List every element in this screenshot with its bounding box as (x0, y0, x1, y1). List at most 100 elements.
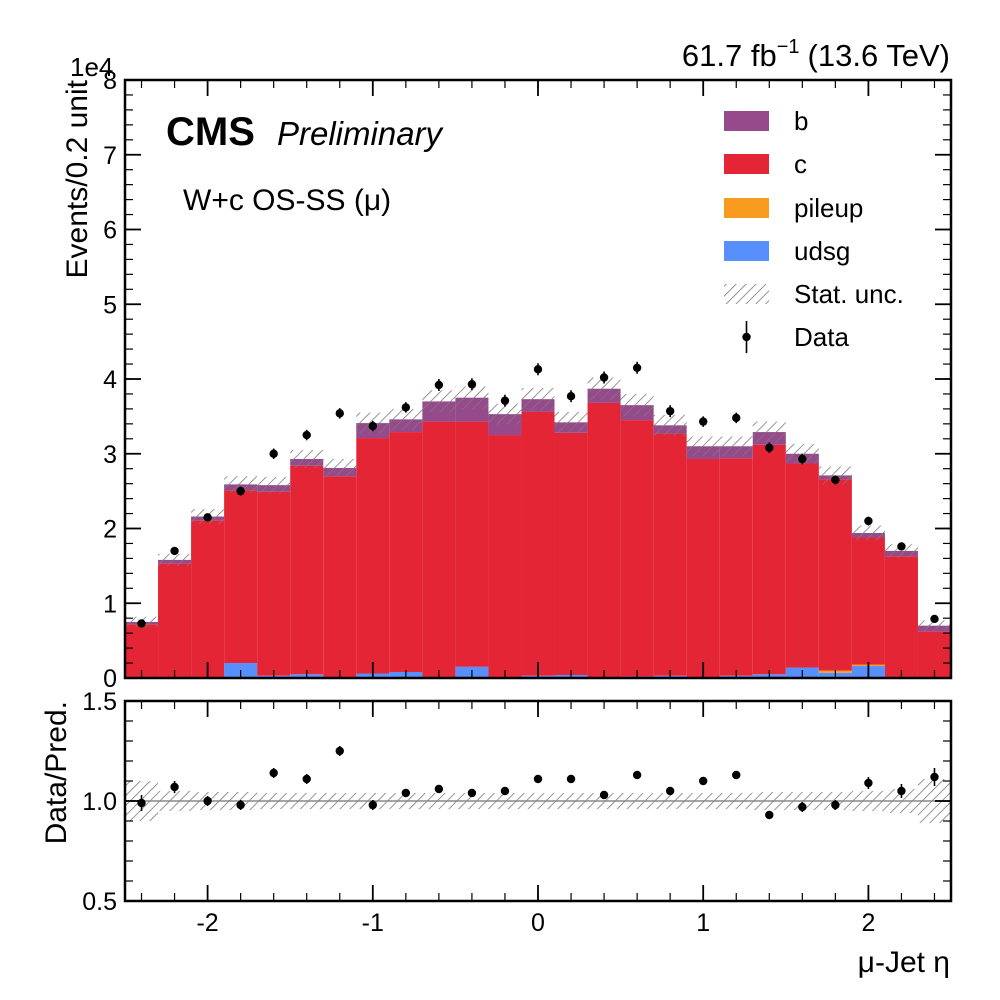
data-point (302, 430, 311, 440)
bar-c (653, 433, 687, 676)
ratio-point (368, 800, 377, 810)
bar-c (884, 556, 918, 678)
legend-label-udsg: udsg (794, 236, 850, 266)
ratio-point (170, 782, 179, 792)
data-point (599, 373, 609, 382)
ratio-point (137, 798, 146, 808)
legend-label-data: Data (794, 322, 849, 352)
ratio-panel: 0.5 1.0 1.5 -2 -1 0 1 2 Data/Pred. μ-Jet η (40, 688, 953, 979)
y-tick-label: 3 (103, 441, 117, 469)
ratio-point (732, 770, 741, 780)
ratio-point (335, 746, 344, 756)
bar-c (389, 432, 423, 673)
stat-unc-box (719, 436, 753, 456)
data-point (831, 475, 840, 485)
data-point (732, 413, 741, 423)
data-point (566, 391, 576, 401)
stat-unc-box (224, 476, 258, 493)
y-tick-label: 5 (103, 291, 117, 319)
ratio-point (467, 788, 477, 798)
x-tick-label: 2 (861, 909, 875, 937)
data-point (765, 443, 774, 452)
bar-c (554, 432, 588, 676)
data-point (269, 449, 278, 458)
ratio-point (434, 784, 444, 794)
legend-swatch-b (724, 111, 769, 131)
data-point (864, 516, 873, 526)
data-point (137, 619, 146, 628)
bar-c (620, 420, 654, 677)
bar-c (917, 631, 951, 678)
bar-c (158, 563, 192, 678)
y-tick-label: 2 (103, 516, 117, 544)
stat-unc-box (521, 387, 555, 411)
ratio-point (831, 800, 840, 810)
data-point (798, 454, 807, 464)
data-point (632, 363, 642, 372)
stat-unc-box (917, 620, 951, 631)
ratio-axes: 0.5 1.0 1.5 -2 -1 0 1 2 (82, 688, 951, 937)
selection-annotation: W+c OS-SS (μ) (183, 184, 391, 217)
ratio-point (930, 772, 939, 782)
x-axis-title: μ-Jet η (858, 946, 950, 979)
data-point (170, 546, 179, 556)
bar-c (488, 435, 522, 678)
stat-unc-box (389, 408, 423, 430)
stat-unc-box (554, 411, 588, 433)
stat-unc-box (653, 414, 687, 436)
ratio-point (665, 786, 675, 796)
data-point (533, 365, 543, 374)
bar-c (191, 520, 225, 678)
bar-c (719, 458, 753, 676)
stat-unc-box (587, 377, 621, 400)
ratio-point (699, 776, 708, 786)
data-point (401, 403, 411, 412)
legend-swatch-udsg (724, 241, 769, 261)
data-point (500, 396, 510, 405)
bar-c (125, 624, 159, 678)
data-point (368, 421, 377, 431)
legend-swatch-stat-unc (724, 284, 769, 304)
stacked-histogram (125, 388, 951, 678)
stat-unc-box (851, 525, 885, 541)
data-point (930, 614, 939, 624)
data-point (203, 513, 212, 522)
data-point (335, 409, 344, 418)
ratio-point (533, 774, 543, 784)
stat-unc-box (620, 393, 654, 417)
ratio-point (269, 768, 278, 778)
cms-label: CMS (166, 110, 255, 154)
ratio-points (137, 746, 939, 820)
ratio-point (632, 770, 642, 780)
y-tick-label: 0 (103, 665, 117, 693)
legend: bc pileup udsg Stat. unc. Data (724, 106, 904, 353)
ratio-frame (123, 699, 953, 903)
bar-c (455, 421, 489, 667)
legend-swatch-pileup (724, 198, 769, 218)
data-point (699, 417, 708, 426)
lumi-label: 61.7 fb−1 (13.6 TeV) (682, 36, 950, 73)
ratio-point (236, 800, 245, 810)
legend-label-b: b (794, 106, 808, 136)
ratio-point (203, 796, 212, 806)
bar-c (818, 479, 852, 671)
data-point (897, 542, 906, 551)
ratio-y-title: Data/Pred. (40, 701, 73, 844)
y-tick-label: 4 (103, 366, 117, 394)
data-point (665, 406, 675, 416)
x-tick-label: -2 (196, 909, 218, 937)
preliminary-label: Preliminary (277, 115, 445, 152)
ratio-y-tick-label: 0.5 (82, 888, 117, 916)
ratio-point (566, 774, 576, 784)
ratio-point (500, 786, 510, 796)
stat-unc-box (455, 386, 489, 409)
y-tick-label: 6 (103, 217, 117, 245)
x-tick-label: 1 (696, 909, 710, 937)
ratio-point (302, 774, 311, 784)
ratio-point (798, 802, 807, 812)
stat-unc-box (422, 390, 456, 413)
stat-unc-box (488, 403, 522, 425)
legend-label-stat-unc: Stat. unc. (794, 279, 904, 309)
